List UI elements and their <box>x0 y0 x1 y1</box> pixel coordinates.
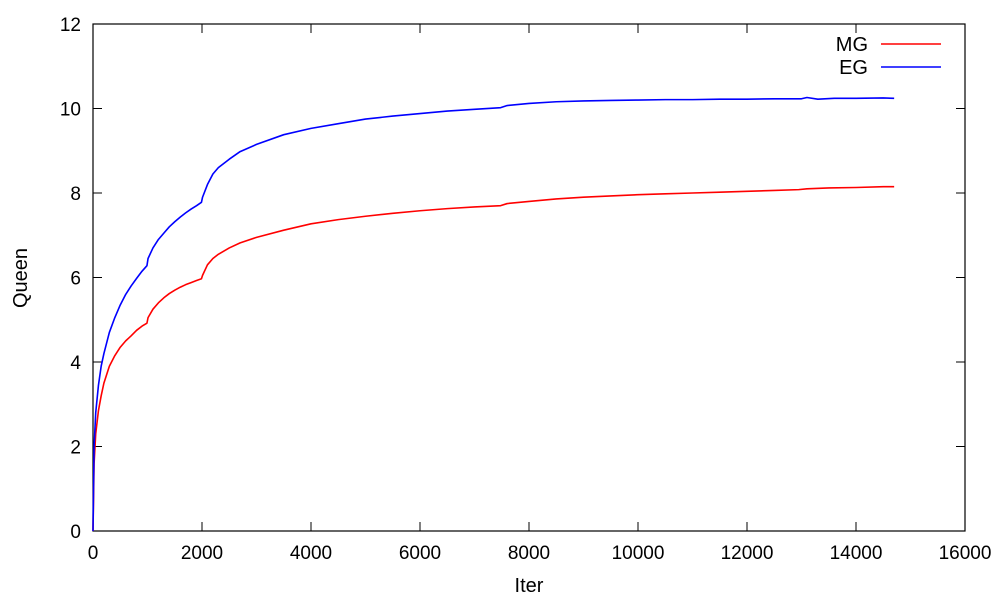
x-tick-label: 16000 <box>939 543 992 564</box>
y-tick-label: 6 <box>70 269 81 290</box>
y-tick-label: 10 <box>60 100 81 121</box>
x-tick-label: 2000 <box>181 543 223 564</box>
x-axis-title: Iter <box>515 575 544 597</box>
x-tick-label: 12000 <box>721 543 774 564</box>
legend-label-mg: MG <box>836 34 868 56</box>
plot-frame <box>92 23 966 532</box>
series-layer <box>92 96 895 532</box>
x-tick-label: 6000 <box>399 543 441 564</box>
y-tick-label: 2 <box>70 438 81 459</box>
y-tick-label: 8 <box>70 184 81 205</box>
x-tick-label: 4000 <box>290 543 332 564</box>
series-line-mg <box>92 185 895 532</box>
y-tick-label: 0 <box>70 522 81 543</box>
x-tick-label: 8000 <box>508 543 550 564</box>
series-line-eg <box>92 96 895 532</box>
x-tick-label: 10000 <box>612 543 665 564</box>
axis-ticks: 0 2000 4000 6000 8000 10000 12000 14000 16000 0 2 4… <box>60 15 992 564</box>
x-tick-label: 14000 <box>830 543 883 564</box>
x-tick-label: 0 <box>88 543 99 564</box>
y-axis-title: Queen <box>10 248 32 308</box>
y-tick-label: 4 <box>70 353 81 374</box>
y-tick-label: 12 <box>60 15 81 36</box>
legend-label-eg: EG <box>839 57 868 79</box>
